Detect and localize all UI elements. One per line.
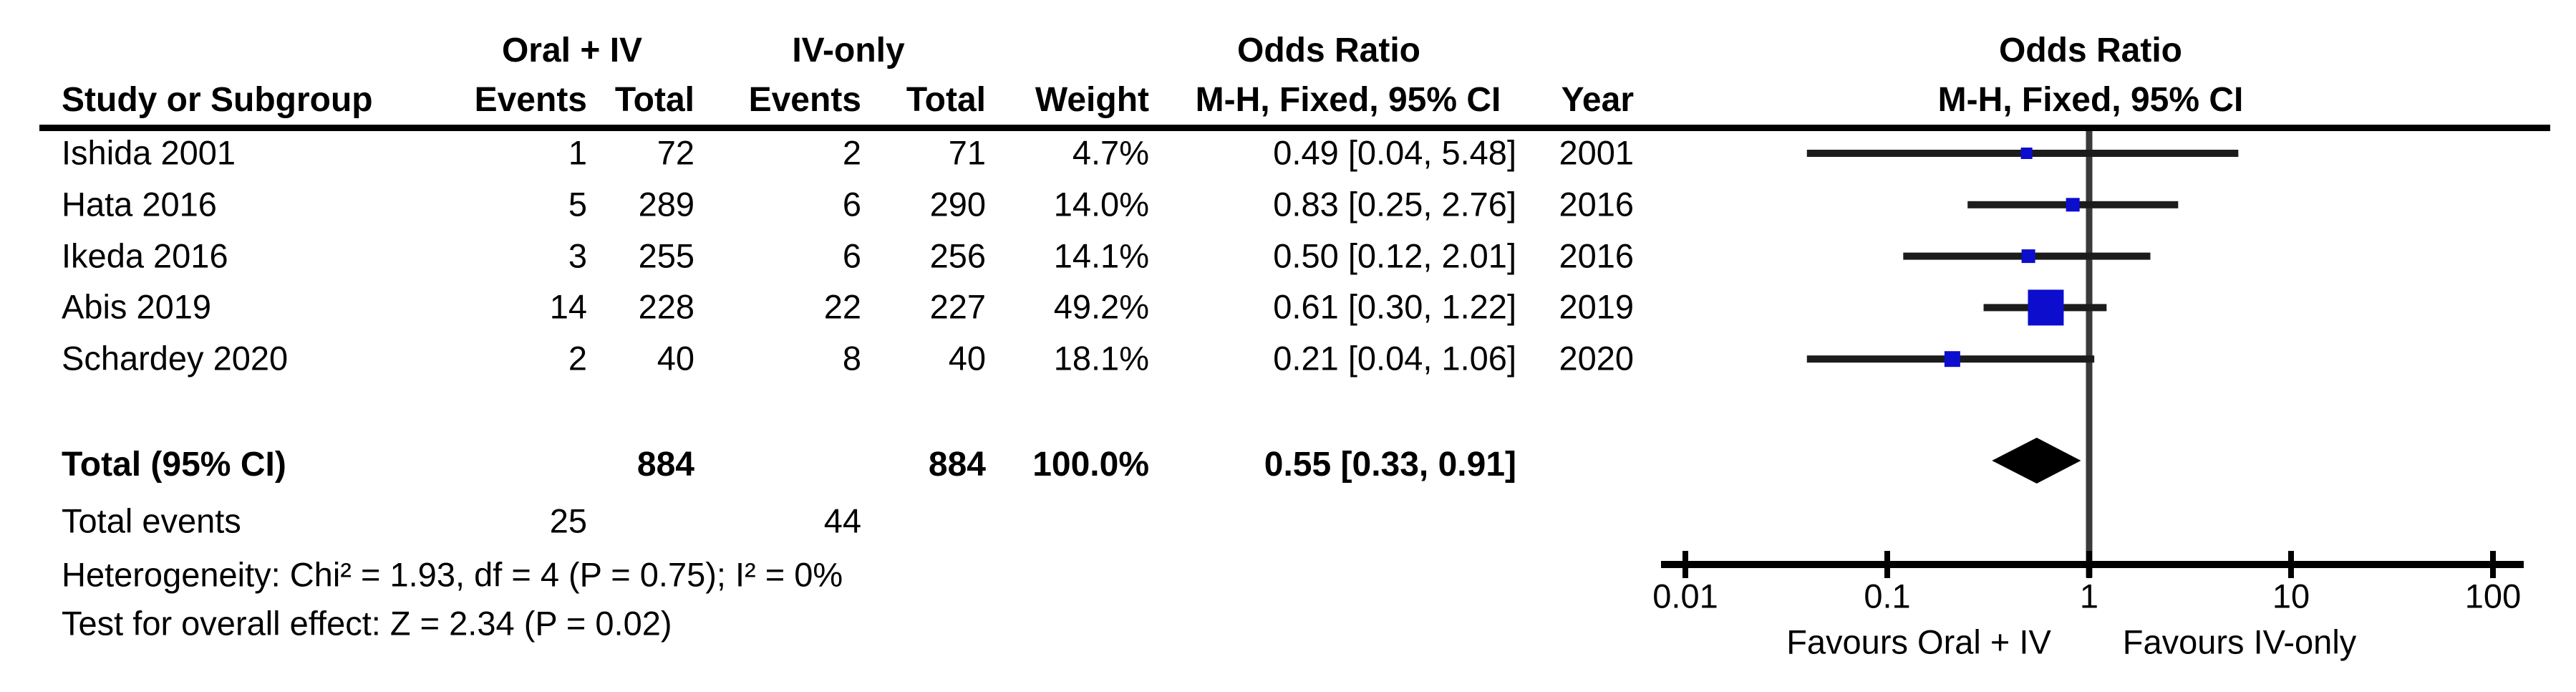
cell-year: 2016	[1559, 185, 1634, 224]
x-axis-tick	[1682, 551, 1688, 578]
cell-study-name: Ishida 2001	[62, 133, 236, 172]
overall-effect-text: Test for overall effect: Z = 2.34 (P = 0…	[62, 604, 672, 643]
cell-study-name: Hata 2016	[62, 185, 217, 224]
cell-total-group2: 40	[948, 339, 986, 378]
cell-total-group1: 289	[638, 185, 694, 224]
col-header-total2: Total	[906, 81, 986, 120]
odds-ratio-header-right: Odds Ratio	[1998, 32, 2183, 70]
effect-marker	[2021, 249, 2035, 264]
cell-weight: 14.1%	[1053, 236, 1149, 275]
total-row-total1: 884	[636, 446, 694, 484]
col-header-events2: Events	[748, 81, 861, 120]
cell-study-name: Schardey 2020	[62, 339, 289, 378]
cell-or-ci: 0.83 [0.25, 2.76]	[1273, 185, 1516, 224]
cell-weight: 14.0%	[1053, 185, 1149, 224]
cell-events-group2: 6	[842, 236, 861, 275]
effect-marker	[2020, 148, 2033, 159]
x-axis-tick	[1884, 551, 1890, 578]
cell-or-ci: 0.21 [0.04, 1.06]	[1273, 339, 1516, 378]
cell-weight: 4.7%	[1072, 133, 1149, 172]
cell-total-group1: 228	[638, 287, 694, 326]
cell-or-ci: 0.50 [0.12, 2.01]	[1273, 236, 1516, 275]
col-header-total1: Total	[614, 81, 694, 120]
cell-study-name: Ikeda 2016	[62, 236, 228, 275]
total-row-weight: 100.0%	[1032, 446, 1149, 484]
cell-or-ci: 0.61 [0.30, 1.22]	[1273, 287, 1516, 326]
favours-right-label: Favours IV-only	[2122, 623, 2357, 661]
cell-total-group2: 290	[929, 185, 986, 224]
axis-tick-label: 10	[2272, 577, 2310, 615]
cell-events-group2: 8	[842, 339, 861, 378]
heterogeneity-text: Heterogeneity: Chi² = 1.93, df = 4 (P = …	[62, 555, 843, 594]
col-header-study: Study or Subgroup	[62, 81, 373, 120]
cell-total-group2: 71	[948, 133, 986, 172]
total-row-label: Total (95% CI)	[62, 446, 286, 484]
col-header-mh-ci: M-H, Fixed, 95% CI	[1195, 81, 1501, 120]
axis-tick-label: 1	[2079, 577, 2099, 615]
x-axis-tick	[2288, 551, 2294, 578]
total-events-group1: 25	[549, 501, 587, 540]
cell-events-group1: 14	[549, 287, 587, 326]
cell-events-group1: 1	[568, 133, 587, 172]
null-effect-line	[2086, 131, 2093, 577]
cell-total-group2: 256	[929, 236, 986, 275]
x-axis-tick	[2490, 551, 2496, 578]
group2-header: IV-only	[792, 32, 905, 70]
axis-tick-label: 0.01	[1652, 577, 1718, 615]
axis-tick-label: 0.1	[1864, 577, 1911, 615]
cell-events-group2: 2	[842, 133, 861, 172]
cell-total-group2: 227	[929, 287, 986, 326]
total-events-label: Total events	[62, 501, 241, 540]
col-header-events1: Events	[474, 81, 587, 120]
cell-total-group1: 255	[638, 236, 694, 275]
group1-header: Oral + IV	[501, 32, 643, 70]
total-events-group2: 44	[823, 501, 861, 540]
effect-marker	[2028, 289, 2064, 326]
x-axis-tick	[2086, 551, 2092, 578]
cell-events-group2: 22	[823, 287, 861, 326]
cell-events-group1: 3	[568, 236, 587, 275]
cell-year: 2016	[1559, 236, 1634, 275]
cell-events-group1: 2	[568, 339, 587, 378]
odds-ratio-header-left: Odds Ratio	[1236, 32, 1421, 70]
x-axis-line	[1661, 561, 2524, 568]
effect-marker	[1944, 351, 1960, 367]
cell-year: 2001	[1559, 133, 1634, 172]
cell-study-name: Abis 2019	[62, 287, 212, 326]
favours-left-label: Favours Oral + IV	[1786, 623, 2051, 661]
cell-events-group2: 6	[842, 185, 861, 224]
cell-events-group1: 5	[568, 185, 587, 224]
plot-header-mh-ci: M-H, Fixed, 95% CI	[1937, 81, 2244, 120]
cell-year: 2019	[1559, 287, 1634, 326]
cell-weight: 18.1%	[1053, 339, 1149, 378]
cell-or-ci: 0.49 [0.04, 5.48]	[1273, 133, 1516, 172]
cell-year: 2020	[1559, 339, 1634, 378]
total-row-or-ci: 0.55 [0.33, 0.91]	[1264, 446, 1516, 484]
effect-marker	[2066, 198, 2080, 212]
total-row-total2: 884	[928, 446, 986, 484]
header-rule	[39, 125, 2550, 131]
cell-total-group1: 72	[657, 133, 694, 172]
col-header-year: Year	[1561, 81, 1634, 120]
pooled-effect-diamond	[1992, 438, 2081, 484]
cell-total-group1: 40	[657, 339, 694, 378]
col-header-weight: Weight	[1035, 81, 1149, 120]
cell-weight: 49.2%	[1053, 287, 1149, 326]
axis-tick-label: 100	[2464, 577, 2522, 615]
